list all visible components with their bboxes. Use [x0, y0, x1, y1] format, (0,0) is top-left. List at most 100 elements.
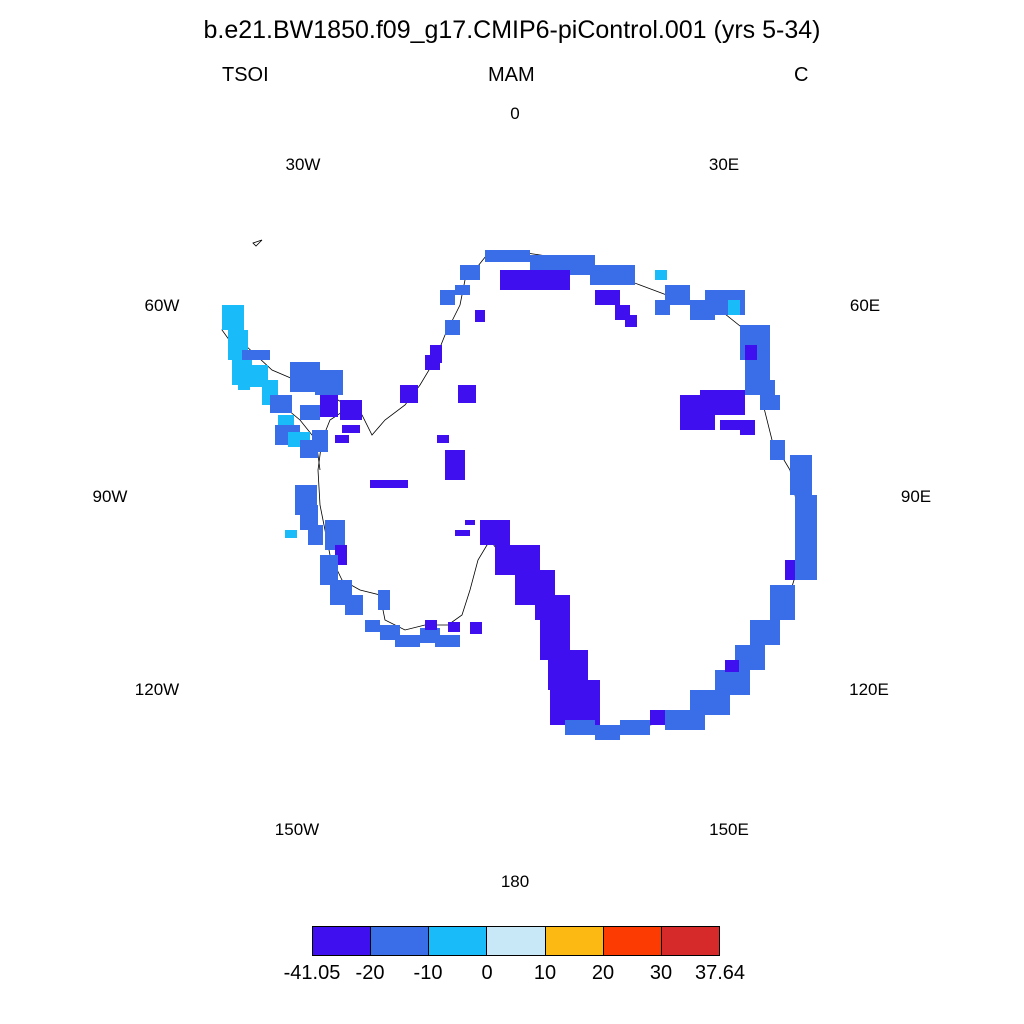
- grid-cell: [465, 520, 475, 525]
- grid-cell: [242, 350, 270, 360]
- grid-cell: [770, 440, 785, 460]
- grid-cell: [437, 435, 449, 443]
- grid-cell: [342, 425, 360, 433]
- colorbar-label: 20: [591, 962, 615, 984]
- grid-cell: [690, 300, 715, 320]
- lon-label-0: 0: [510, 104, 520, 123]
- colorbar-segment: [602, 927, 661, 955]
- grid-cell: [565, 255, 595, 275]
- grid-cell: [480, 520, 510, 545]
- grid-cell: [728, 300, 740, 315]
- grid-cell: [320, 395, 338, 417]
- island-coast: [252, 239, 263, 247]
- tsoi-cells: [222, 250, 817, 740]
- grid-cell: [312, 430, 328, 452]
- colorbar: [312, 926, 720, 956]
- grid-cell: [395, 635, 420, 647]
- grid-cell: [590, 265, 635, 285]
- grid-cell: [785, 560, 797, 580]
- lon-label-120w: 120W: [134, 680, 180, 699]
- grid-cell: [315, 370, 343, 395]
- colorbar-label: 30: [649, 962, 673, 984]
- grid-cell: [448, 622, 460, 632]
- grid-cell: [750, 620, 780, 645]
- map-title: b.e21.BW1850.f09_g17.CMIP6-piControl.001…: [203, 16, 821, 44]
- grid-cell: [435, 635, 460, 647]
- grid-cell: [745, 345, 757, 360]
- colorbar-segment: [486, 927, 545, 955]
- colorbar-label: -10: [413, 962, 443, 984]
- grid-cell: [795, 495, 817, 545]
- grid-cell: [700, 390, 745, 415]
- lon-label-30w: 30W: [285, 155, 321, 174]
- grid-cell: [725, 660, 739, 672]
- lon-label-150w: 150W: [274, 820, 320, 839]
- grid-cell: [320, 555, 338, 585]
- colorbar-label: -20: [355, 962, 385, 984]
- colorbar-label: -41.05: [283, 962, 341, 984]
- grid-cell: [455, 285, 470, 295]
- colorbar-segment: [544, 927, 603, 955]
- colorbar-label: 10: [533, 962, 557, 984]
- grid-cell: [535, 595, 570, 620]
- grid-cell: [425, 620, 437, 630]
- grid-cell: [440, 290, 455, 305]
- variable-label: TSOI: [222, 64, 269, 86]
- colorbar-segment: [313, 927, 371, 955]
- grid-cell: [300, 405, 320, 420]
- grid-cell: [720, 420, 745, 430]
- grid-cell: [795, 540, 817, 580]
- lon-label-180: 180: [500, 872, 530, 891]
- grid-cell: [285, 530, 297, 538]
- grid-cell: [400, 385, 418, 403]
- grid-cell: [378, 590, 390, 610]
- grid-cell: [620, 720, 650, 735]
- grid-cell: [345, 595, 363, 615]
- grid-cell: [460, 265, 480, 280]
- grid-cell: [595, 290, 620, 305]
- grid-cell: [760, 380, 775, 405]
- season-label: MAM: [488, 64, 535, 86]
- grid-cell: [475, 310, 485, 322]
- grid-cell: [595, 725, 620, 740]
- colorbar-label: 37.64: [694, 962, 746, 984]
- grid-cell: [308, 525, 323, 545]
- grid-cell: [222, 305, 244, 330]
- grid-cell: [238, 375, 250, 390]
- grid-cell: [270, 395, 292, 413]
- grid-cell: [790, 455, 812, 495]
- grid-cell: [500, 270, 570, 290]
- grid-cell: [335, 435, 349, 443]
- lon-label-120e: 120E: [849, 680, 889, 699]
- colorbar-segment: [660, 927, 719, 955]
- lon-label-30e: 30E: [708, 155, 740, 174]
- grid-cell: [485, 250, 530, 262]
- lon-label-150e: 150E: [709, 820, 749, 839]
- grid-cell: [565, 720, 595, 735]
- grid-cell: [325, 520, 345, 550]
- lon-label-90w: 90W: [92, 487, 128, 506]
- grid-cell: [445, 320, 460, 335]
- lon-label-60e: 60E: [849, 296, 881, 315]
- grid-cell: [455, 530, 470, 536]
- grid-cell: [340, 400, 362, 420]
- grid-cell: [715, 670, 750, 695]
- grid-cell: [370, 480, 408, 488]
- grid-cell: [470, 622, 482, 634]
- grid-cell: [655, 270, 667, 280]
- grid-cell: [365, 620, 380, 632]
- lon-label-60w: 60W: [144, 296, 180, 315]
- lon-label-90e: 90E: [900, 487, 932, 506]
- colorbar-segment: [428, 927, 487, 955]
- units-label: C: [794, 64, 809, 86]
- colorbar-label: 0: [481, 962, 493, 984]
- grid-cell: [625, 315, 637, 327]
- grid-cell: [770, 585, 795, 620]
- grid-cell: [425, 355, 440, 370]
- grid-cell: [300, 505, 318, 530]
- grid-cell: [650, 710, 668, 725]
- grid-cell: [445, 450, 465, 480]
- grid-cell: [735, 645, 765, 670]
- grid-cell: [458, 385, 476, 403]
